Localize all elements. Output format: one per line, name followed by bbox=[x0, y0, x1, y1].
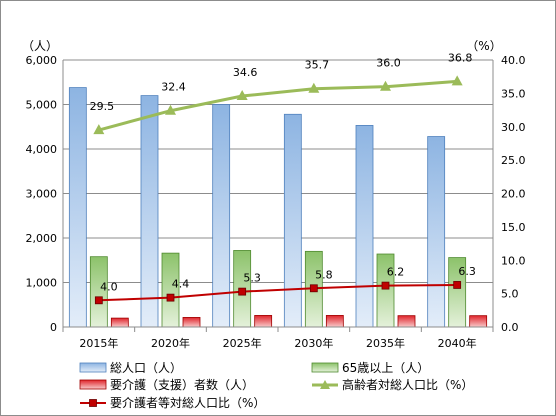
x-axis-tick-label: 2035年 bbox=[366, 336, 405, 350]
x-axis-tick-label: 2030年 bbox=[294, 336, 333, 350]
legend-triangle-marker bbox=[320, 380, 330, 389]
triangle-marker bbox=[236, 90, 248, 101]
legend-swatch-total-population bbox=[79, 362, 107, 373]
data-label-care-ratio: 5.8 bbox=[315, 268, 333, 281]
left-axis-unit: （人） bbox=[22, 39, 58, 53]
bar-care-recipients bbox=[325, 315, 344, 328]
left-axis-tick-label: 4,000 bbox=[26, 143, 58, 156]
bar-care-recipients bbox=[254, 315, 273, 328]
data-label-elderly-ratio: 36.0 bbox=[376, 57, 401, 70]
bar-total-population bbox=[283, 113, 302, 328]
data-label-elderly-ratio: 35.7 bbox=[305, 59, 330, 72]
right-axis-tick-label: 10.0 bbox=[501, 254, 526, 267]
line-care-ratio bbox=[98, 283, 458, 302]
left-axis-tick-label: 1,000 bbox=[26, 277, 58, 290]
square-marker bbox=[453, 281, 462, 289]
x-axis-tick-label: 2040年 bbox=[438, 336, 477, 350]
triangle-marker bbox=[308, 82, 320, 93]
bar-care-recipients bbox=[397, 315, 416, 328]
legend-swatch-aged-65-plus bbox=[311, 362, 339, 373]
square-marker bbox=[94, 296, 103, 305]
right-axis-tick-label: 40.0 bbox=[501, 54, 526, 67]
gridlines bbox=[63, 59, 493, 283]
left-axis-tick-label: 2,000 bbox=[26, 232, 58, 245]
legend-label-total-population: 総人口（人） bbox=[110, 361, 182, 375]
data-label-elderly-ratio: 29.5 bbox=[90, 100, 115, 113]
right-axis-tick-label: 20.0 bbox=[501, 188, 526, 201]
bar-care-recipients bbox=[110, 317, 129, 328]
legend-swatch-care-recipients bbox=[79, 379, 107, 390]
legend-square-marker bbox=[89, 399, 97, 407]
line-series-group bbox=[93, 75, 463, 305]
data-label-care-ratio: 6.2 bbox=[387, 266, 405, 279]
right-axis-tick-label: 15.0 bbox=[501, 221, 526, 234]
data-label-care-ratio: 4.4 bbox=[172, 278, 190, 291]
legend-label-aged-65-plus: 65歳以上（人） bbox=[342, 361, 429, 375]
right-axis-tick-label: 35.0 bbox=[501, 87, 526, 100]
bar-total-population bbox=[355, 125, 374, 328]
bar-care-recipients bbox=[182, 317, 201, 328]
left-axis-tick-label: 5,000 bbox=[26, 99, 58, 112]
right-axis-unit: （%） bbox=[466, 39, 501, 53]
triangle-marker bbox=[93, 124, 105, 135]
bar-total-population bbox=[68, 87, 87, 328]
bar-care-recipients bbox=[469, 315, 488, 328]
right-axis-tick-label: 5.0 bbox=[501, 288, 519, 301]
bar-total-population bbox=[140, 95, 159, 328]
data-label-elderly-ratio: 34.6 bbox=[233, 66, 258, 79]
bar-series-group bbox=[68, 87, 488, 328]
data-labels-group: 29.5 32.4 34.6 35.7 36.0 36.8 4.0 4.4 5.3 5.8 6.2 6… bbox=[90, 51, 476, 293]
left-axis-tick-label: 6,000 bbox=[26, 54, 58, 67]
square-marker bbox=[166, 293, 175, 302]
x-axis-tick-label: 2025年 bbox=[223, 336, 262, 350]
triangle-marker bbox=[165, 104, 176, 115]
legend-label-elderly-ratio: 高齢者対総人口比（%） bbox=[342, 377, 473, 392]
x-axis-tick-label: 2015年 bbox=[79, 336, 118, 350]
x-axis-tick-label: 2020年 bbox=[151, 336, 190, 350]
data-label-elderly-ratio: 32.4 bbox=[161, 81, 186, 94]
axes: 0 1,000 2,000 3,000 4,000 5,000 6,000 0.0 5.0 10.… bbox=[26, 54, 526, 350]
triangle-marker bbox=[380, 80, 391, 91]
right-axis-tick-label: 25.0 bbox=[501, 154, 526, 167]
triangle-marker bbox=[451, 75, 463, 86]
legend-label-care-ratio: 要介護者等対総人口比（%） bbox=[110, 395, 265, 410]
square-marker bbox=[238, 287, 247, 296]
left-axis-tick-label: 3,000 bbox=[26, 188, 58, 201]
left-axis-tick-label: 0 bbox=[50, 321, 57, 334]
right-axis-tick-label: 30.0 bbox=[501, 121, 526, 134]
data-label-care-ratio: 4.0 bbox=[100, 280, 118, 293]
right-axis-tick-label: 0.0 bbox=[501, 321, 519, 334]
data-label-care-ratio: 6.3 bbox=[458, 265, 476, 278]
square-marker bbox=[309, 284, 318, 293]
legend: 総人口（人） 65歳以上（人） 要介護（支援）者数（人） 高齢者対総人口比（%）… bbox=[79, 361, 473, 410]
bar-total-population bbox=[427, 136, 446, 328]
square-marker bbox=[381, 281, 390, 290]
data-label-elderly-ratio: 36.8 bbox=[448, 51, 473, 64]
data-label-care-ratio: 5.3 bbox=[243, 272, 261, 285]
line-elderly-ratio bbox=[98, 79, 458, 132]
legend-label-care-recipients: 要介護（支援）者数（人） bbox=[110, 377, 254, 392]
